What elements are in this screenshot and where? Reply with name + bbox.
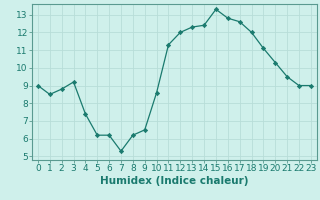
X-axis label: Humidex (Indice chaleur): Humidex (Indice chaleur) bbox=[100, 176, 249, 186]
